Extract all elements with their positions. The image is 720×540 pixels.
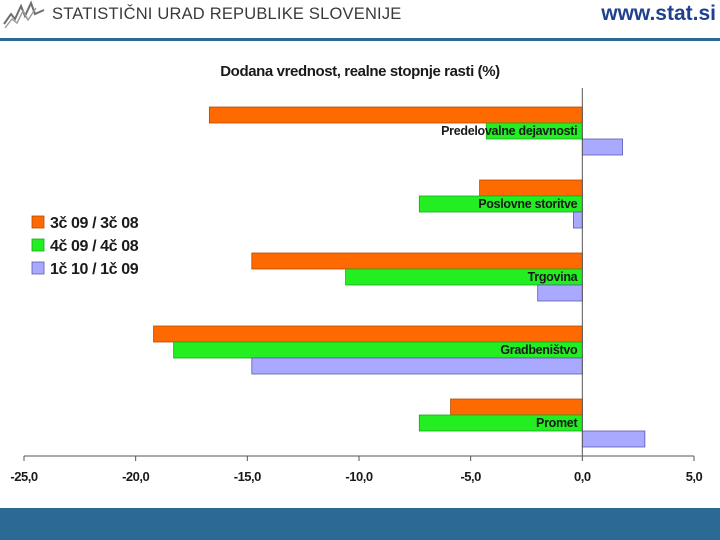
- bar-3-4: [251, 357, 583, 375]
- x-tick-label: 5,0: [686, 469, 703, 484]
- organization-name: STATISTIČNI URAD REPUBLIKE SLOVENIJE: [52, 5, 402, 23]
- x-tick-label: -20,0: [122, 469, 149, 484]
- legend-swatch-2: [31, 238, 45, 252]
- header-rule: [0, 38, 720, 41]
- legend-label-1: 3č 09 / 3č 08: [50, 215, 139, 232]
- legend-label-2: 4č 09 / 4č 08: [50, 238, 139, 255]
- bar-1-5: [450, 398, 583, 416]
- website-link[interactable]: www.stat.si: [601, 2, 716, 25]
- x-tick-label: -10,0: [345, 469, 372, 484]
- bar-1-2: [479, 179, 583, 197]
- category-label: Trgovina: [528, 270, 579, 284]
- bar-3-5: [581, 430, 646, 448]
- footer-bar: [0, 508, 720, 540]
- x-tick-label: -25,0: [10, 469, 37, 484]
- bar-1-3: [251, 252, 583, 270]
- category-label: Predelovalne dejavnosti: [441, 124, 577, 138]
- legend-label-3: 1č 10 / 1č 09: [50, 261, 139, 278]
- bar-3-1: [581, 138, 623, 156]
- bar-chart: Dodana vrednost, realne stopnje rasti (%…: [10, 63, 703, 484]
- bar-1-4: [153, 325, 583, 343]
- x-tick-label: -15,0: [234, 469, 261, 484]
- category-label: Poslovne storitve: [478, 197, 577, 211]
- page-header: STATISTIČNI URAD REPUBLIKE SLOVENIJE www…: [0, 0, 720, 42]
- legend-swatch-3: [31, 261, 45, 275]
- category-label: Promet: [536, 416, 578, 430]
- bar-1-1: [208, 106, 583, 124]
- bar-3-3: [537, 284, 583, 302]
- chart-title: Dodana vrednost, realne stopnje rasti (%…: [220, 63, 500, 80]
- x-tick-label: 0,0: [574, 469, 591, 484]
- legend-swatch-1: [31, 215, 45, 229]
- category-label: Gradbeništvo: [500, 343, 578, 357]
- surs-logo-icon: [3, 0, 45, 29]
- bar-3-2: [573, 211, 583, 229]
- x-tick-label: -5,0: [460, 469, 481, 484]
